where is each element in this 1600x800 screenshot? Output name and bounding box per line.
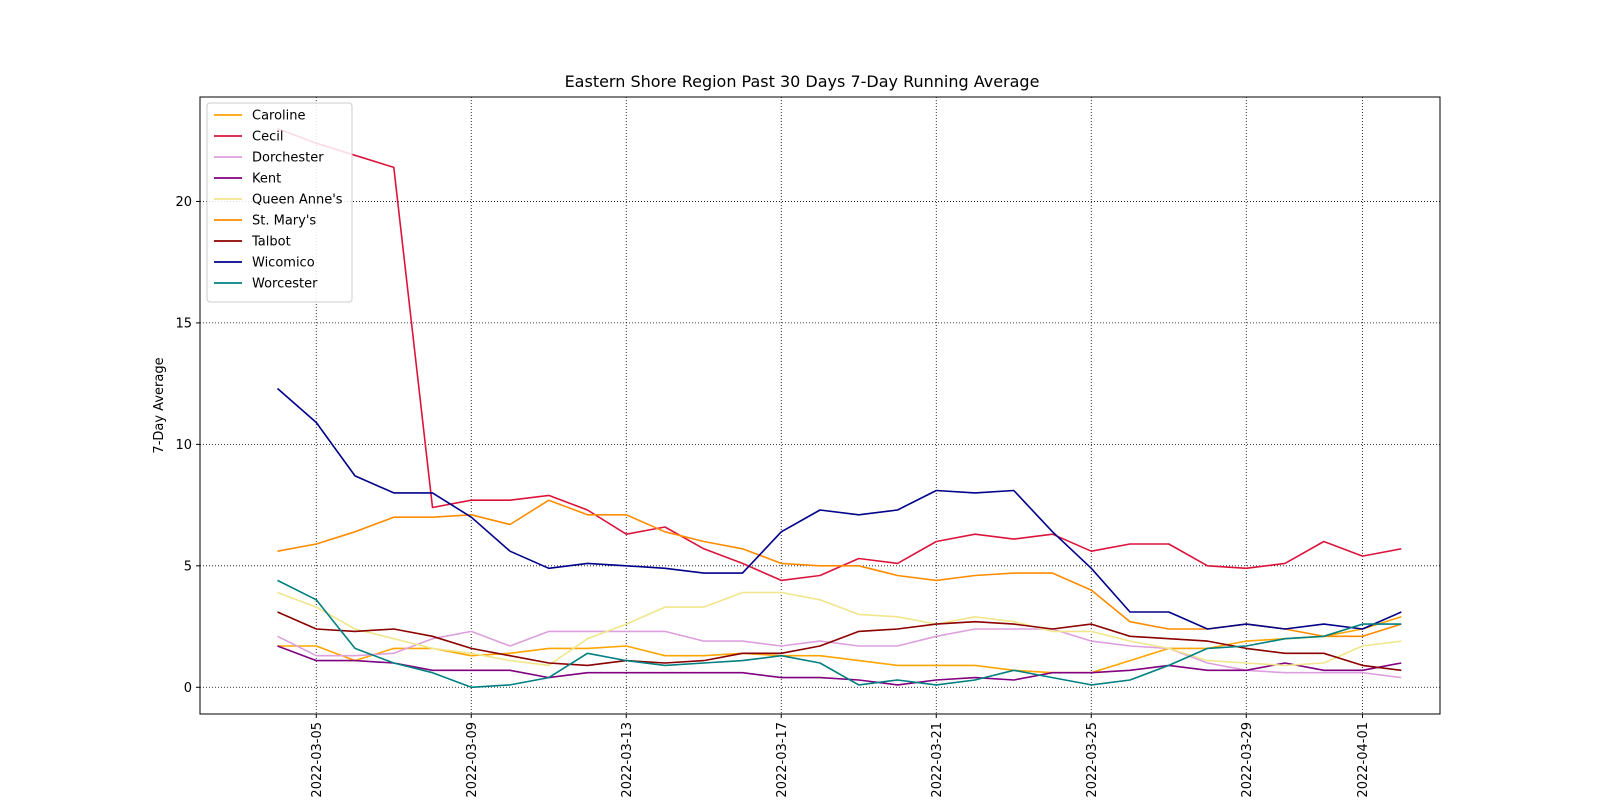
x-tick-label: 2022-03-25: [1085, 722, 1100, 798]
x-tick-label: 2022-03-29: [1240, 722, 1255, 798]
legend-label: Caroline: [252, 109, 306, 124]
x-tick-label: 2022-03-21: [930, 722, 945, 798]
x-tick-label: 2022-03-17: [775, 722, 790, 798]
y-tick-label: 5: [184, 559, 192, 574]
legend-label: Kent: [252, 172, 281, 187]
legend-label: St. Mary's: [252, 214, 316, 229]
x-tick-label: 2022-03-05: [310, 722, 325, 798]
y-tick-label: 0: [184, 681, 192, 696]
y-tick-label: 20: [175, 195, 192, 210]
series-line-worcester: [277, 579, 1402, 689]
legend-label: Wicomico: [252, 256, 315, 271]
series-line-kent: [277, 645, 1402, 686]
series-lines: [276, 127, 1402, 689]
y-tick-label: 15: [175, 316, 192, 331]
series-line-talbot: [277, 611, 1402, 672]
series-line-cecil: [277, 127, 1402, 582]
axis-ticks: 0 5 10 15 20 2022-03-05 2022-03-09 2022-03-13 20…: [175, 195, 1371, 798]
legend-label: Queen Anne's: [252, 193, 343, 208]
y-axis-label: 7-Day Average: [152, 357, 167, 453]
legend-label: Talbot: [251, 235, 291, 250]
chart-title: Eastern Shore Region Past 30 Days 7-Day …: [565, 72, 1040, 91]
legend-label: Cecil: [252, 130, 283, 145]
series-line-dorchester: [277, 628, 1402, 679]
legend: Caroline Cecil Dorchester Kent Queen Anne's S…: [206, 102, 353, 303]
legend-label: Dorchester: [252, 151, 324, 166]
series-line-queen-anne-s: [277, 591, 1402, 667]
series-line-caroline: [277, 616, 1402, 674]
series-line-wicomico: [276, 387, 1402, 630]
legend-box: [206, 102, 353, 303]
plot-frame: [199, 96, 1441, 715]
x-tick-label: 2022-03-09: [465, 722, 480, 798]
legend-label: Worcester: [252, 277, 318, 292]
x-tick-label: 2022-04-01: [1356, 722, 1371, 798]
x-tick-label: 2022-03-13: [620, 722, 635, 798]
y-tick-label: 10: [175, 438, 192, 453]
